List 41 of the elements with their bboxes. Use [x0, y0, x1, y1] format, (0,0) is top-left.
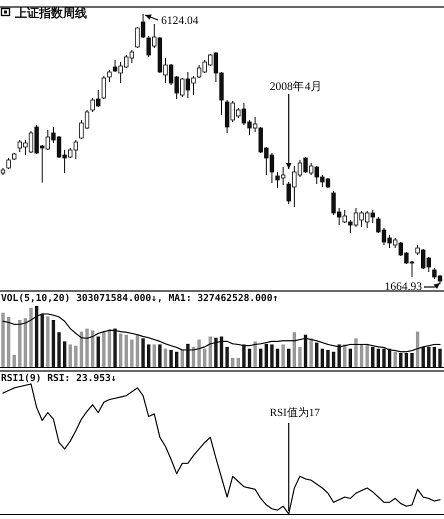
- bar: [180, 350, 184, 367]
- bar: [416, 332, 420, 367]
- bar: [343, 344, 346, 367]
- bar: [130, 340, 134, 367]
- bar: [208, 336, 212, 367]
- candlestick: [6, 157, 11, 170]
- bar: [281, 344, 285, 367]
- bar: [152, 344, 156, 367]
- bar: [80, 332, 84, 367]
- bar: [292, 332, 296, 367]
- bar: [118, 333, 122, 367]
- bar: [18, 320, 22, 367]
- bar: [393, 352, 397, 367]
- annotation: 2008年4月: [270, 80, 322, 93]
- annotation: RSI值为17: [270, 406, 320, 419]
- chart-title: RSI1(9) RSI: 23.953↓: [1, 373, 117, 384]
- bar: [6, 316, 10, 367]
- annotation: 1664.93: [384, 281, 422, 293]
- bar: [236, 358, 240, 367]
- bar: [298, 346, 302, 367]
- bar: [124, 334, 128, 367]
- bar: [309, 338, 313, 367]
- bar: [197, 340, 201, 367]
- bar: [108, 329, 112, 367]
- bar: [12, 354, 16, 367]
- bar: [360, 344, 364, 367]
- bar: [253, 341, 257, 367]
- bar: [90, 330, 94, 367]
- chart-title: 上证指数周线: [14, 6, 87, 20]
- annotation: 6124.04: [161, 15, 199, 27]
- bar: [102, 332, 106, 367]
- bar: [231, 358, 234, 367]
- bar: [202, 348, 206, 367]
- bar: [68, 344, 72, 367]
- candlestick: [107, 70, 112, 82]
- chart-title: VOL(5,10,20) 303071584.000↓, MA1: 327462528.000↑: [1, 293, 278, 304]
- bar: [365, 344, 369, 367]
- candlestick: [102, 76, 106, 100]
- bar: [24, 318, 28, 367]
- bar: [74, 346, 78, 367]
- bar: [46, 316, 50, 367]
